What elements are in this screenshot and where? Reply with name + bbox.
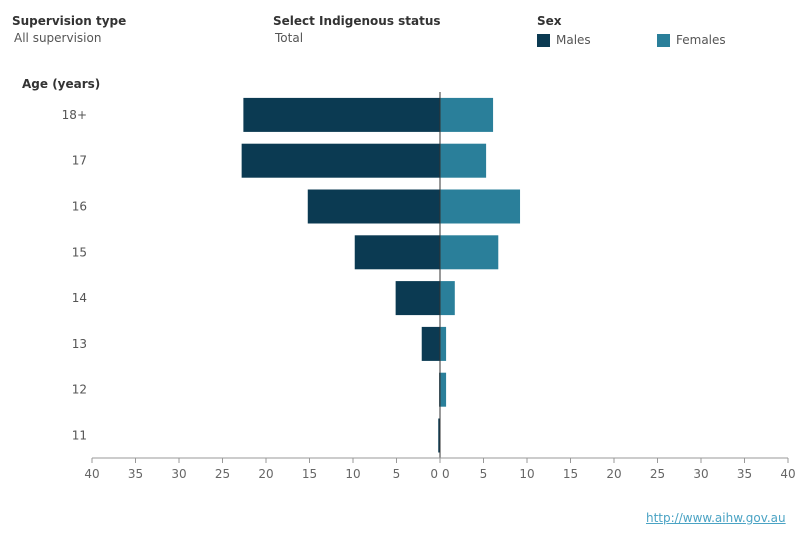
y-tick-label: 17	[72, 154, 87, 168]
bar-males-14	[395, 281, 440, 316]
x-tick-label: 40	[84, 467, 99, 481]
x-tick-label: 10	[345, 467, 360, 481]
x-tick-label: 25	[215, 467, 230, 481]
y-tick-label: 13	[72, 337, 87, 351]
x-tick-label: 20	[606, 467, 621, 481]
x-tick-label: 20	[258, 467, 273, 481]
x-tick-label: 35	[737, 467, 752, 481]
legend-item-males[interactable]: Males	[537, 33, 591, 47]
legend-item-females[interactable]: Females	[657, 33, 726, 47]
x-tick-label: 40	[780, 467, 795, 481]
bar-males-16	[307, 189, 440, 224]
y-tick-label: 15	[72, 245, 87, 259]
y-tick-label: 14	[72, 291, 87, 305]
filter-value[interactable]: All supervision	[14, 31, 102, 45]
y-tick-label: 18+	[62, 108, 87, 122]
y-tick-label: 12	[72, 383, 87, 397]
x-tick-label: 15	[563, 467, 578, 481]
x-tick-label: 35	[128, 467, 143, 481]
bar-males-18+	[243, 97, 440, 132]
x-tick-label: 0	[430, 467, 438, 481]
bar-males-13	[421, 326, 440, 361]
legend-label: Females	[676, 33, 726, 47]
x-tick-label: 0	[442, 467, 450, 481]
bar-females-17	[440, 143, 487, 178]
bar-males-11	[438, 418, 440, 453]
filter-indigenous-status[interactable]: Select Indigenous status Total	[273, 14, 441, 45]
x-tick-label: 10	[519, 467, 534, 481]
legend: Sex Males Females	[537, 14, 787, 47]
bar-females-15	[440, 235, 499, 270]
legend-label: Males	[556, 33, 591, 47]
filter-title: Select Indigenous status	[273, 14, 441, 28]
x-tick-label: 30	[693, 467, 708, 481]
bar-males-15	[354, 235, 440, 270]
x-tick-label: 30	[171, 467, 186, 481]
y-axis-label: Age (years)	[22, 77, 100, 91]
bar-females-12	[440, 372, 447, 407]
x-tick-label: 5	[480, 467, 488, 481]
filter-value[interactable]: Total	[275, 31, 304, 45]
x-tick-label: 15	[302, 467, 317, 481]
bar-females-18+	[440, 97, 494, 132]
filter-title: Supervision type	[12, 14, 127, 28]
bar-females-16	[440, 189, 521, 224]
legend-swatch	[657, 33, 670, 47]
filter-supervision-type[interactable]: Supervision type All supervision	[12, 14, 126, 45]
legend-swatch	[537, 33, 550, 47]
y-tick-label: 16	[72, 200, 87, 214]
source-link[interactable]: http://www.aihw.gov.au	[646, 511, 786, 525]
y-tick-label: 11	[72, 429, 87, 443]
bar-females-14	[440, 281, 455, 316]
x-tick-label: 5	[393, 467, 401, 481]
x-tick-label: 25	[650, 467, 665, 481]
bar-males-17	[241, 143, 440, 178]
legend-title: Sex	[537, 14, 562, 28]
bar-females-13	[440, 326, 447, 361]
